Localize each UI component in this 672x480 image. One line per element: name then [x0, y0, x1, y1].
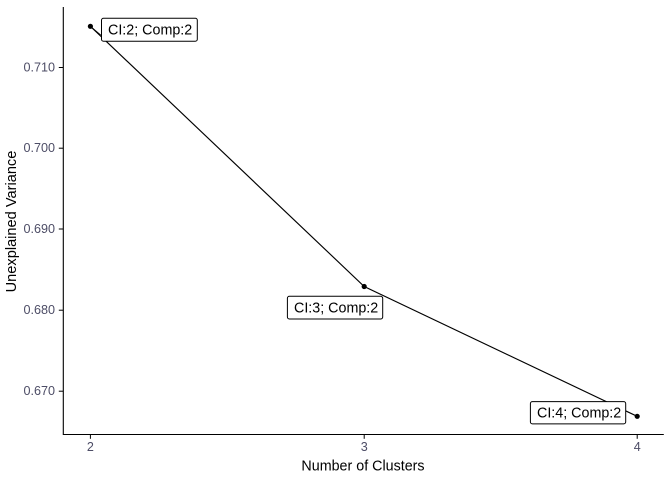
- svg-text:3: 3: [361, 440, 368, 454]
- svg-text:CI:2; Comp:2: CI:2; Comp:2: [108, 23, 192, 39]
- svg-text:0.680: 0.680: [23, 303, 55, 317]
- svg-text:0.700: 0.700: [23, 141, 55, 155]
- svg-text:4: 4: [634, 440, 641, 454]
- svg-text:2: 2: [87, 440, 94, 454]
- svg-text:0.710: 0.710: [23, 61, 55, 75]
- svg-text:Unexplained Variance: Unexplained Variance: [4, 151, 20, 293]
- svg-text:CI:4; Comp:2: CI:4; Comp:2: [537, 406, 621, 422]
- svg-text:CI:3; Comp:2: CI:3; Comp:2: [294, 301, 378, 317]
- svg-text:0.690: 0.690: [23, 222, 55, 236]
- svg-text:Number of Clusters: Number of Clusters: [301, 459, 424, 475]
- svg-text:0.670: 0.670: [23, 384, 55, 398]
